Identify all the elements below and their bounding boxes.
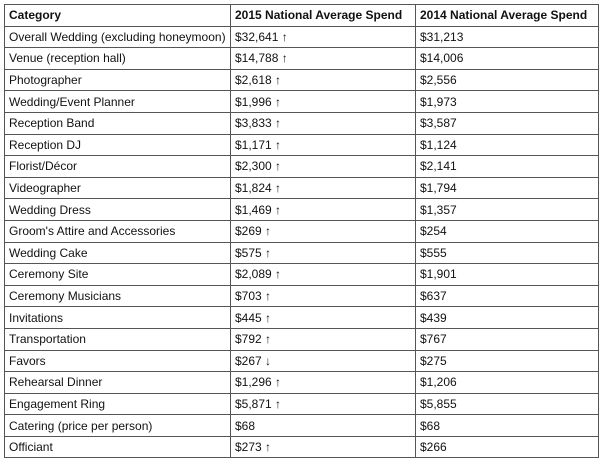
- spend-cell: $14,006: [415, 47, 599, 70]
- spend-cell: $3,833 ↑: [230, 111, 416, 135]
- spend-cell: $1,996 ↑: [230, 90, 416, 113]
- spend-cell: $31,213: [415, 25, 599, 49]
- table-row: Catering (price per person) $68 $68: [4, 414, 599, 437]
- spend-cell: $637: [415, 284, 599, 308]
- spend-cell: $266: [415, 435, 599, 459]
- table-row: Ceremony Musicians $703 ↑ $637: [4, 284, 599, 308]
- table-row: Wedding/Event Planner $1,996 ↑ $1,973: [4, 90, 599, 113]
- spend-cell: $1,124: [415, 133, 599, 157]
- category-cell: Florist/Décor: [4, 155, 231, 178]
- table-row: Venue (reception hall) $14,788 ↑ $14,006: [4, 47, 599, 70]
- category-cell: Wedding/Event Planner: [4, 90, 231, 113]
- table-row: Invitations $445 ↑ $439: [4, 306, 599, 329]
- spend-cell: $792 ↑: [230, 327, 416, 351]
- spend-cell: $445 ↑: [230, 306, 416, 329]
- spend-cell: $269 ↑: [230, 219, 416, 243]
- category-cell: Ceremony Site: [4, 263, 231, 286]
- spend-cell: $254: [415, 219, 599, 243]
- header-cell: 2014 National Average Spend: [415, 4, 599, 27]
- category-cell: Reception DJ: [4, 133, 231, 157]
- table-row: Wedding Dress $1,469 ↑ $1,357: [4, 198, 599, 221]
- spend-table: Category 2015 National Average Spend 2014 …: [4, 4, 599, 459]
- category-cell: Catering (price per person): [4, 414, 231, 437]
- category-cell: Venue (reception hall): [4, 47, 231, 70]
- header-cell: 2015 National Average Spend: [230, 4, 416, 27]
- spend-cell: $1,973: [415, 90, 599, 113]
- spend-cell: $2,300 ↑: [230, 155, 416, 178]
- spend-cell: $703 ↑: [230, 284, 416, 308]
- category-cell: Ceremony Musicians: [4, 284, 231, 308]
- spend-cell: $2,618 ↑: [230, 68, 416, 92]
- spend-cell: $1,901: [415, 263, 599, 286]
- header-cell: Category: [4, 4, 231, 27]
- table-row: Rehearsal Dinner $1,296 ↑ $1,206: [4, 371, 599, 394]
- category-cell: Photographer: [4, 68, 231, 92]
- category-cell: Rehearsal Dinner: [4, 371, 231, 394]
- spend-cell: $2,556: [415, 68, 599, 92]
- spend-cell: $555: [415, 241, 599, 265]
- table-row: Videographer $1,824 ↑ $1,794: [4, 176, 599, 200]
- table-body: Overall Wedding (excluding honeymoon) $32…: [4, 25, 599, 459]
- category-cell: Favors: [4, 349, 231, 373]
- table-row: Overall Wedding (excluding honeymoon) $32…: [4, 25, 599, 49]
- table-row: Ceremony Site $2,089 ↑ $1,901: [4, 263, 599, 286]
- spend-cell: $68: [230, 414, 416, 437]
- category-cell: Wedding Dress: [4, 198, 231, 221]
- spend-cell: $2,141: [415, 155, 599, 178]
- table-row: Florist/Décor $2,300 ↑ $2,141: [4, 155, 599, 178]
- table-row: Wedding Cake $575 ↑ $555: [4, 241, 599, 265]
- spend-cell: $439: [415, 306, 599, 329]
- table-row: Transportation $792 ↑ $767: [4, 327, 599, 351]
- category-cell: Wedding Cake: [4, 241, 231, 265]
- spend-cell: $267 ↓: [230, 349, 416, 373]
- spend-cell: $32,641 ↑: [230, 25, 416, 49]
- spend-cell: $3,587: [415, 111, 599, 135]
- spend-cell: $2,089 ↑: [230, 263, 416, 286]
- table-row: Reception Band $3,833 ↑ $3,587: [4, 111, 599, 135]
- spend-cell: $1,469 ↑: [230, 198, 416, 221]
- category-cell: Overall Wedding (excluding honeymoon): [4, 25, 231, 49]
- spend-cell: $68: [415, 414, 599, 437]
- spend-cell: $275: [415, 349, 599, 373]
- spend-cell: $1,296 ↑: [230, 371, 416, 394]
- spend-cell: $1,206: [415, 371, 599, 394]
- category-cell: Reception Band: [4, 111, 231, 135]
- category-cell: Invitations: [4, 306, 231, 329]
- spend-cell: $1,357: [415, 198, 599, 221]
- table-row: Photographer $2,618 ↑ $2,556: [4, 68, 599, 92]
- spend-cell: $1,794: [415, 176, 599, 200]
- category-cell: Engagement Ring: [4, 392, 231, 416]
- table-row: Officiant $273 ↑ $266: [4, 435, 599, 459]
- header-row: Category 2015 National Average Spend 2014 …: [4, 4, 599, 27]
- table-row: Engagement Ring $5,871 ↑ $5,855: [4, 392, 599, 416]
- category-cell: Transportation: [4, 327, 231, 351]
- category-cell: Officiant: [4, 435, 231, 459]
- category-cell: Videographer: [4, 176, 231, 200]
- table-row: Favors $267 ↓ $275: [4, 349, 599, 373]
- spend-cell: $14,788 ↑: [230, 47, 416, 70]
- spend-cell: $575 ↑: [230, 241, 416, 265]
- spend-cell: $1,171 ↑: [230, 133, 416, 157]
- table-row: Groom's Attire and Accessories $269 ↑ $254: [4, 219, 599, 243]
- spend-cell: $5,855: [415, 392, 599, 416]
- spend-cell: $1,824 ↑: [230, 176, 416, 200]
- table-row: Reception DJ $1,171 ↑ $1,124: [4, 133, 599, 157]
- spend-cell: $5,871 ↑: [230, 392, 416, 416]
- spend-cell: $767: [415, 327, 599, 351]
- category-cell: Groom's Attire and Accessories: [4, 219, 231, 243]
- spend-cell: $273 ↑: [230, 435, 416, 459]
